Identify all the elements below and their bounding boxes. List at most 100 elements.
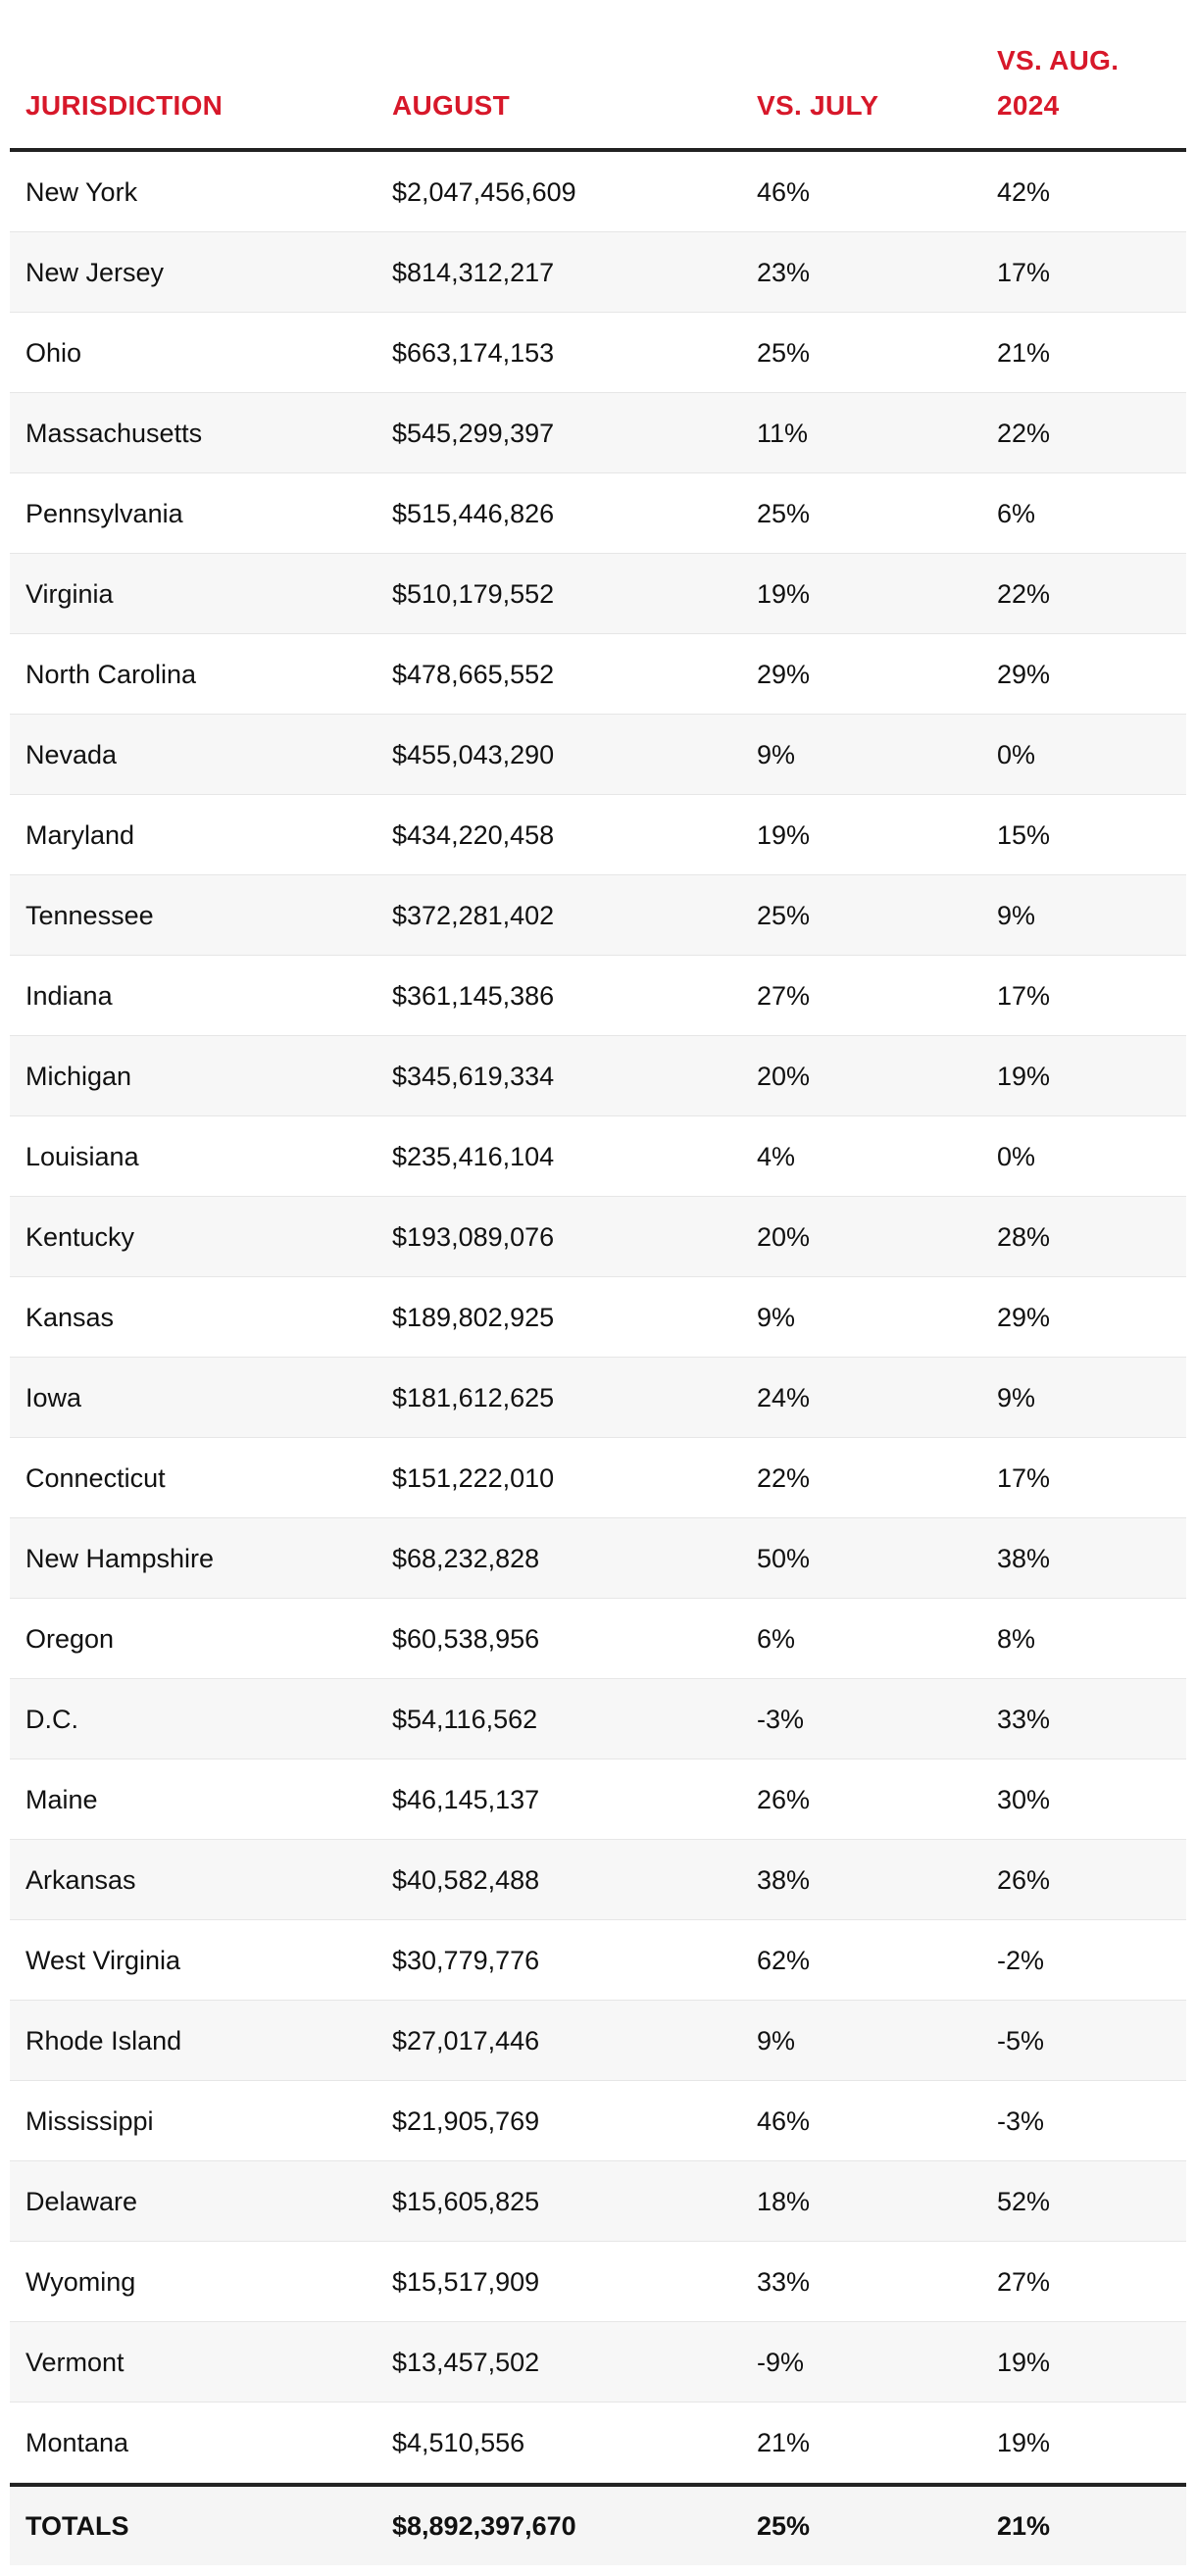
cell-jurisdiction: Massachusetts (25, 419, 203, 448)
cell-vs-july: 29% (757, 660, 811, 689)
cell-august: $663,174,153 (392, 338, 555, 368)
cell-jurisdiction: Michigan (25, 1062, 132, 1091)
cell-vs-aug-2024: 21% (997, 338, 1051, 368)
cell-vs-aug-2024: -5% (997, 2026, 1045, 2056)
cell-jurisdiction: New Jersey (25, 258, 165, 287)
cell-august: $235,416,104 (392, 1142, 555, 1171)
cell-jurisdiction: Louisiana (25, 1142, 139, 1171)
cell-vs-aug-2024: 17% (997, 1463, 1051, 1493)
header-vs-aug-2024[interactable]: VS. AUG. 2024 (997, 45, 1120, 121)
cell-jurisdiction: Nevada (25, 740, 118, 769)
cell-vs-july: 11% (757, 419, 809, 448)
cell-jurisdiction: New Hampshire (25, 1544, 215, 1573)
cell-jurisdiction: Iowa (25, 1383, 82, 1412)
table-row: Kansas $189,802,925 9% 29% (10, 1277, 1186, 1358)
cell-august: $40,582,488 (392, 1865, 540, 1895)
cell-jurisdiction: Wyoming (25, 2267, 136, 2297)
cell-vs-july: 46% (757, 2106, 811, 2136)
header-august[interactable]: AUGUST (392, 90, 511, 121)
table-header-row: JURISDICTION AUGUST VS. JULY VS. AUG. 20… (10, 0, 1186, 152)
cell-vs-july: 20% (757, 1222, 811, 1252)
cell-vs-aug-2024: 15% (997, 820, 1051, 850)
cell-august: $455,043,290 (392, 740, 555, 769)
cell-vs-aug-2024: 9% (997, 1383, 1036, 1412)
cell-august: $545,299,397 (392, 419, 555, 448)
cell-august: $193,089,076 (392, 1222, 555, 1252)
totals-label: TOTALS (25, 2511, 129, 2541)
cell-vs-july: 6% (757, 1624, 796, 1654)
cell-august: $15,605,825 (392, 2187, 540, 2216)
cell-jurisdiction: Connecticut (25, 1463, 166, 1493)
cell-vs-july: -3% (757, 1705, 805, 1734)
cell-vs-july: 38% (757, 1865, 811, 1895)
table-row: Iowa $181,612,625 24% 9% (10, 1358, 1186, 1438)
cell-august: $189,802,925 (392, 1303, 555, 1332)
cell-jurisdiction: Ohio (25, 338, 82, 368)
cell-jurisdiction: Delaware (25, 2187, 138, 2216)
cell-jurisdiction: West Virginia (25, 1946, 181, 1975)
table-row: Connecticut $151,222,010 22% 17% (10, 1438, 1186, 1518)
table-row: Michigan $345,619,334 20% 19% (10, 1036, 1186, 1116)
table-row: North Carolina $478,665,552 29% 29% (10, 634, 1186, 715)
cell-vs-aug-2024: 19% (997, 1062, 1051, 1091)
cell-jurisdiction: Tennessee (25, 901, 154, 930)
cell-jurisdiction: Oregon (25, 1624, 115, 1654)
table-row: Massachusetts $545,299,397 11% 22% (10, 393, 1186, 473)
table-row: West Virginia $30,779,776 62% -2% (10, 1920, 1186, 2001)
cell-august: $2,047,456,609 (392, 177, 576, 207)
table-row: Arkansas $40,582,488 38% 26% (10, 1840, 1186, 1920)
cell-august: $345,619,334 (392, 1062, 555, 1091)
cell-vs-aug-2024: 27% (997, 2267, 1051, 2297)
table-row: Vermont $13,457,502 -9% 19% (10, 2322, 1186, 2403)
cell-jurisdiction: Kentucky (25, 1222, 135, 1252)
cell-vs-july: 4% (757, 1142, 796, 1171)
cell-august: $434,220,458 (392, 820, 555, 850)
cell-august: $68,232,828 (392, 1544, 540, 1573)
cell-vs-july: 27% (757, 981, 811, 1011)
header-jurisdiction[interactable]: JURISDICTION (25, 90, 224, 121)
cell-vs-july: 25% (757, 338, 811, 368)
table-row: Ohio $663,174,153 25% 21% (10, 313, 1186, 393)
cell-jurisdiction: Kansas (25, 1303, 115, 1332)
cell-vs-aug-2024: 6% (997, 499, 1036, 528)
cell-august: $46,145,137 (392, 1785, 540, 1814)
cell-vs-july: 24% (757, 1383, 811, 1412)
cell-vs-aug-2024: -3% (997, 2106, 1045, 2136)
cell-august: $372,281,402 (392, 901, 555, 930)
cell-vs-july: 22% (757, 1463, 811, 1493)
cell-vs-aug-2024: 42% (997, 177, 1051, 207)
table-row: Maine $46,145,137 26% 30% (10, 1759, 1186, 1840)
cell-jurisdiction: Vermont (25, 2348, 125, 2377)
cell-jurisdiction: Maine (25, 1785, 98, 1814)
table-row: Tennessee $372,281,402 25% 9% (10, 875, 1186, 956)
cell-jurisdiction: Virginia (25, 579, 114, 609)
cell-vs-aug-2024: 9% (997, 901, 1036, 930)
cell-vs-july: 18% (757, 2187, 811, 2216)
revenue-table: JURISDICTION AUGUST VS. JULY VS. AUG. 20… (10, 0, 1186, 2565)
header-vs-july[interactable]: VS. JULY (757, 90, 879, 121)
cell-vs-july: 62% (757, 1946, 811, 1975)
cell-jurisdiction: Maryland (25, 820, 135, 850)
table-row: New York $2,047,456,609 46% 42% (10, 152, 1186, 232)
table-row: Wyoming $15,517,909 33% 27% (10, 2242, 1186, 2322)
cell-vs-july: 9% (757, 740, 796, 769)
cell-vs-aug-2024: 8% (997, 1624, 1036, 1654)
cell-august: $54,116,562 (392, 1705, 538, 1734)
cell-vs-july: 19% (757, 820, 811, 850)
table-body: New York $2,047,456,609 46% 42% New Jersey $8… (10, 152, 1186, 2483)
table-row: Rhode Island $27,017,446 9% -5% (10, 2001, 1186, 2081)
cell-vs-aug-2024: 52% (997, 2187, 1051, 2216)
cell-jurisdiction: New York (25, 177, 138, 207)
cell-vs-july: 33% (757, 2267, 811, 2297)
table-row: New Jersey $814,312,217 23% 17% (10, 232, 1186, 313)
cell-vs-july: 20% (757, 1062, 811, 1091)
table-row: New Hampshire $68,232,828 50% 38% (10, 1518, 1186, 1599)
table-row: Indiana $361,145,386 27% 17% (10, 956, 1186, 1036)
table-row: Nevada $455,043,290 9% 0% (10, 715, 1186, 795)
cell-august: $478,665,552 (392, 660, 555, 689)
totals-row: TOTALS $8,892,397,670 25% 21% (10, 2483, 1186, 2565)
cell-vs-aug-2024: 22% (997, 579, 1051, 609)
cell-vs-aug-2024: 28% (997, 1222, 1051, 1252)
cell-jurisdiction: North Carolina (25, 660, 197, 689)
cell-august: $60,538,956 (392, 1624, 540, 1654)
